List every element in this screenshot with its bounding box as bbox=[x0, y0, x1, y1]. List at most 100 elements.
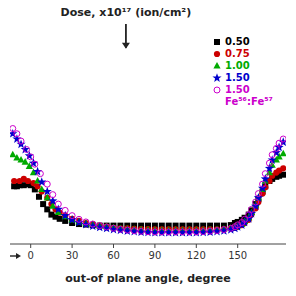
point bbox=[262, 171, 268, 177]
legend-marker bbox=[214, 51, 220, 57]
point bbox=[28, 154, 34, 160]
point bbox=[11, 178, 17, 184]
point bbox=[36, 194, 42, 200]
point bbox=[37, 171, 43, 177]
point bbox=[212, 227, 221, 236]
legend-marker bbox=[212, 73, 221, 82]
point bbox=[104, 224, 110, 230]
x-tick-label: 90 bbox=[149, 250, 162, 261]
direction-arrow-head bbox=[16, 253, 21, 259]
point bbox=[24, 147, 30, 153]
point bbox=[54, 205, 63, 214]
point bbox=[88, 221, 97, 230]
x-tick bbox=[113, 244, 114, 248]
point bbox=[43, 187, 52, 196]
series bbox=[11, 172, 286, 229]
point bbox=[280, 165, 286, 171]
point bbox=[124, 227, 130, 233]
point bbox=[266, 160, 272, 166]
point bbox=[185, 228, 194, 237]
point bbox=[97, 223, 103, 229]
point bbox=[117, 226, 123, 232]
point bbox=[150, 228, 159, 237]
point bbox=[206, 227, 215, 236]
legend-marker bbox=[213, 62, 220, 69]
point bbox=[130, 227, 139, 236]
point bbox=[260, 181, 266, 187]
series bbox=[10, 126, 286, 235]
point bbox=[116, 226, 125, 235]
legend-label: 0.75 bbox=[225, 48, 250, 59]
x-tick bbox=[237, 244, 238, 248]
x-tick bbox=[196, 244, 197, 248]
point bbox=[173, 229, 179, 235]
point bbox=[40, 201, 46, 207]
legend-label: 1.50 bbox=[225, 72, 250, 83]
x-tick-label: 30 bbox=[66, 250, 79, 261]
series bbox=[10, 150, 286, 233]
legend-note: Fe⁵⁶:Fe⁵⁷ bbox=[225, 96, 273, 107]
point bbox=[193, 229, 199, 235]
point bbox=[21, 145, 30, 154]
point bbox=[157, 228, 166, 237]
legend-label: 0.50 bbox=[225, 36, 250, 47]
x-tick-label: 0 bbox=[28, 250, 34, 261]
point bbox=[14, 131, 20, 137]
point bbox=[219, 226, 228, 235]
series bbox=[11, 165, 286, 232]
legend-marker bbox=[214, 87, 220, 93]
point bbox=[152, 229, 158, 235]
point bbox=[214, 228, 220, 234]
series bbox=[10, 129, 286, 237]
point bbox=[69, 213, 75, 219]
point bbox=[95, 223, 104, 232]
point bbox=[131, 228, 137, 234]
point bbox=[145, 229, 151, 235]
plot-area bbox=[10, 126, 286, 237]
point bbox=[81, 220, 90, 229]
point bbox=[32, 161, 38, 167]
title: Dose, x10¹⁷ (ion/cm²) bbox=[61, 6, 192, 19]
legend-label: 1.50 bbox=[225, 84, 250, 95]
point bbox=[199, 228, 208, 237]
x-axis-label: out-of plane angle, degree bbox=[65, 272, 231, 285]
point bbox=[137, 227, 146, 236]
point bbox=[164, 228, 173, 237]
point bbox=[76, 216, 82, 222]
point bbox=[111, 225, 117, 231]
point bbox=[253, 199, 259, 205]
dose-arrow-head bbox=[122, 43, 130, 49]
point bbox=[25, 178, 31, 184]
point bbox=[18, 138, 24, 144]
point bbox=[83, 219, 89, 225]
point bbox=[280, 150, 286, 157]
point bbox=[280, 136, 286, 142]
x-axis-line bbox=[10, 244, 286, 245]
legend-marker bbox=[214, 39, 220, 45]
point bbox=[61, 211, 70, 220]
point bbox=[249, 206, 255, 212]
point bbox=[192, 228, 201, 237]
point bbox=[159, 229, 165, 235]
chart: Dose, x10¹⁷ (ion/cm²)0306090120150out-of… bbox=[0, 0, 296, 296]
x-tick bbox=[72, 244, 73, 248]
point bbox=[178, 228, 187, 237]
x-tick-label: 120 bbox=[187, 250, 206, 261]
x-tick-label: 150 bbox=[228, 250, 247, 261]
x-tick bbox=[30, 244, 31, 248]
point bbox=[200, 229, 206, 235]
x-tick bbox=[154, 244, 155, 248]
point bbox=[102, 224, 111, 233]
point bbox=[44, 181, 50, 187]
point bbox=[143, 228, 152, 237]
point bbox=[10, 126, 16, 132]
point bbox=[186, 229, 192, 235]
point bbox=[221, 227, 227, 233]
point bbox=[255, 191, 261, 197]
point bbox=[171, 228, 180, 237]
point bbox=[57, 216, 63, 222]
point bbox=[90, 221, 96, 227]
point bbox=[10, 151, 16, 158]
legend-label: 1.00 bbox=[225, 60, 250, 71]
point bbox=[44, 206, 50, 212]
